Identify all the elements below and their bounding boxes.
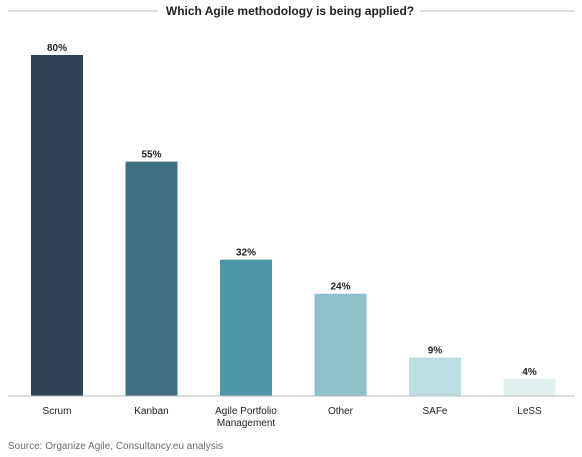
value-label-agile-portfolio-management: 32% [236,248,256,259]
bar-other [314,293,367,396]
value-label-scrum: 80% [47,43,67,54]
bar-safe [409,357,461,396]
category-label-agile-portfolio-management: Agile Portfolio Management [215,406,277,429]
category-label-other: Other [328,406,354,417]
category-label-safe: SAFe [422,406,447,417]
source-note: Source: Organize Agile, Consultancy.eu a… [8,441,223,452]
category-label-less: LeSS [517,406,542,417]
bar-less [503,378,556,396]
value-label-other: 24% [330,282,350,293]
bars-group: 80% 55% 32% 24% 9% 4% [31,43,556,396]
chart-title: Which Agile methodology is being applied… [166,4,414,18]
value-label-kanban: 55% [141,150,161,161]
category-label-scrum: Scrum [43,406,72,417]
value-label-less: 4% [522,367,537,378]
bar-agile-portfolio-management [220,259,272,396]
category-label-kanban: Kanban [134,406,168,417]
value-label-safe: 9% [428,346,443,357]
category-labels-group: Scrum Kanban Agile Portfolio Management Othe… [43,406,543,429]
bar-scrum [31,55,83,396]
bar-kanban [125,161,178,396]
